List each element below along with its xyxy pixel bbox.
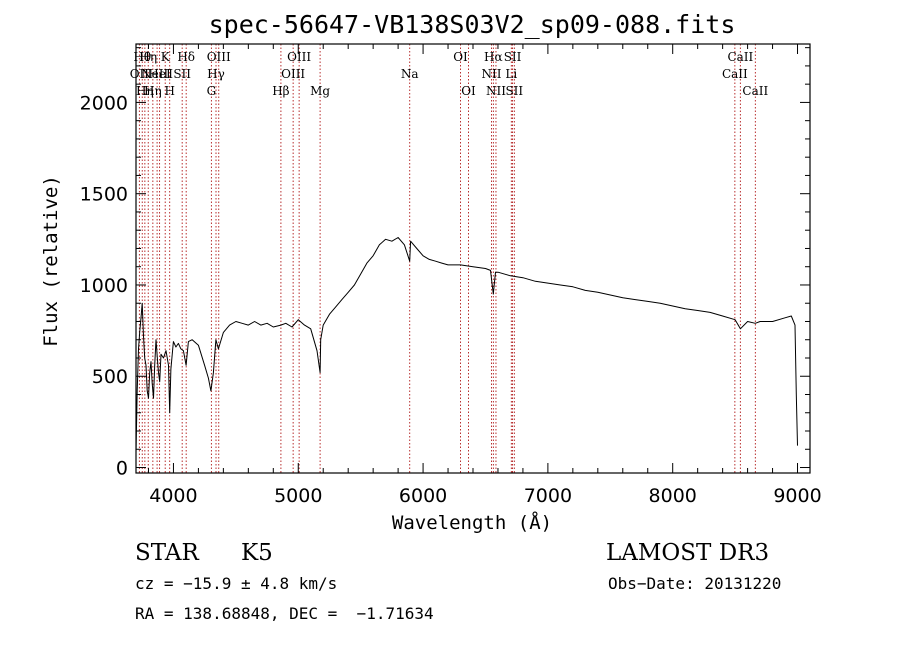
chart-title: spec-56647-VB138S03V2_sp09-088.fits [209, 10, 736, 39]
spectral-line-label: OI [453, 50, 468, 64]
spectral-line-label: SII [173, 67, 191, 81]
spectral-line-label: Hη [139, 50, 157, 64]
spectral-line-label: HeI [148, 67, 171, 81]
sky-coordinates: RA = 138.68848, DEC = −1.71634 [135, 604, 434, 623]
y-tick-label: 2000 [80, 92, 128, 114]
spectral-line-label: NeIII [141, 67, 173, 81]
x-tick-label: 5000 [274, 485, 322, 507]
x-tick-label: 7000 [524, 485, 572, 507]
spectral-line-label: Hη [136, 84, 154, 98]
spectral-line-label: OIII [281, 67, 305, 81]
spectral-line-label: G [207, 84, 217, 98]
spectral-line-label: K [161, 50, 171, 64]
spectral-line-label: Hβ [272, 84, 289, 98]
object-class: STAR [135, 540, 199, 566]
spectrum-line [135, 237, 798, 453]
spectral-line-label: H [164, 84, 174, 98]
x-axis-label: Wavelength (Å) [392, 511, 552, 534]
spectral-line-label: NII [486, 84, 506, 98]
spectral-line-label: SII [504, 50, 522, 64]
axis-ticks [136, 44, 810, 473]
spectral-line-label: OIII [207, 50, 231, 64]
x-tick-label: 8000 [649, 485, 697, 507]
spectral-line-label: OII [130, 67, 150, 81]
axis-tick-labels: 4000 5000 6000 7000 8000 9000 0 500 1000 1500 2000 [80, 92, 822, 507]
spectral-line-label: Mg [310, 84, 330, 98]
spectrum-series [135, 237, 798, 453]
spectral-line-label: CaII [727, 50, 753, 64]
y-tick-label: 1500 [80, 184, 128, 206]
object-subclass: K5 [241, 540, 273, 566]
spectral-line-label: Hα [484, 50, 503, 64]
plot-frame [135, 43, 811, 474]
x-tick-label: 9000 [773, 485, 821, 507]
spectral-line-label: Na [401, 67, 419, 81]
y-tick-label: 500 [92, 366, 128, 388]
x-tick-label: 6000 [399, 485, 447, 507]
redshift-velocity: cz = −15.9 ± 4.8 km/s [135, 574, 338, 593]
spectral-line-labels: OIIHθHηHηHηNeIIIHeIKHSIIHδGHγOIIIHβOIIIO… [130, 50, 769, 98]
spectral-line-label: NII [481, 67, 501, 81]
spectral-line-label: CaII [742, 84, 768, 98]
spectral-line-label: OI [461, 84, 476, 98]
spectral-line-label: Hγ [207, 67, 225, 81]
spectral-line-markers [138, 44, 756, 473]
y-tick-label: 1000 [80, 275, 128, 297]
y-axis-label: Flux (relative) [40, 175, 62, 347]
spectral-line-label: CaII [722, 67, 748, 81]
survey-name: LAMOST DR3 [606, 540, 770, 566]
y-tick-label: 0 [116, 458, 128, 480]
spectral-line-label: OIII [287, 50, 311, 64]
spectral-line-label: Hθ [133, 50, 151, 64]
spectral-line-label: SII [505, 84, 523, 98]
spectral-line-label: Li [505, 67, 517, 81]
spectral-line-label: Hη [144, 84, 162, 98]
x-tick-label: 4000 [149, 485, 197, 507]
spectral-line-label: Hδ [177, 50, 195, 64]
observation-date: Obs−Date: 20131220 [608, 574, 782, 593]
